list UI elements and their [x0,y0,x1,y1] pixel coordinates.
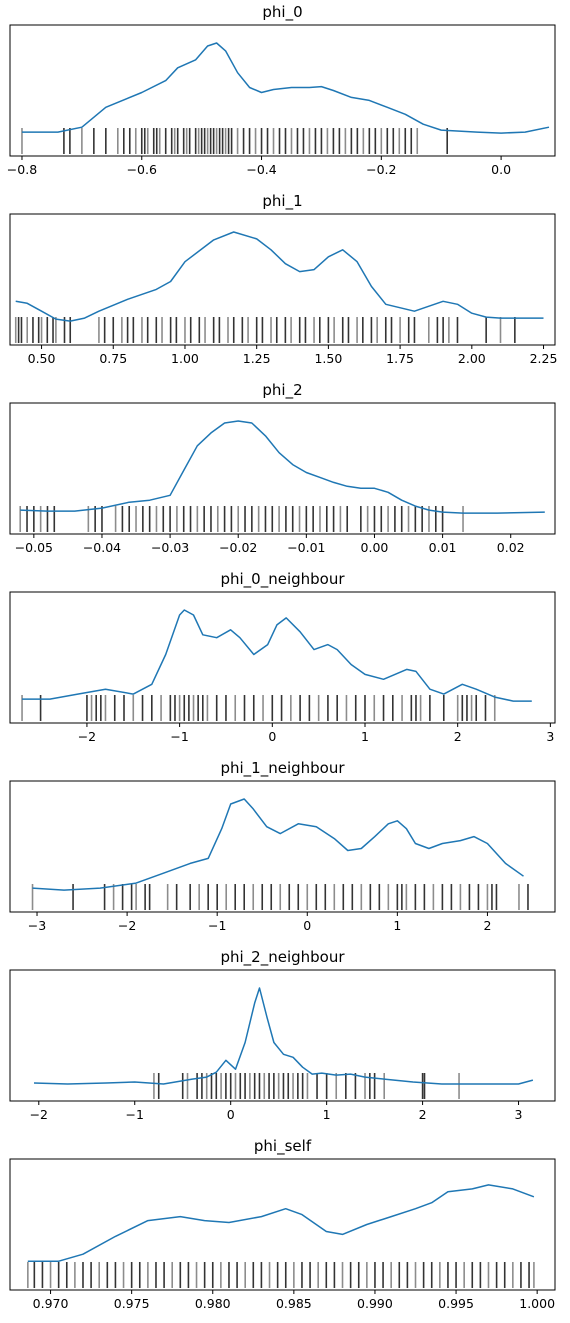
x-tick-label: −2 [118,918,136,933]
axes-frame [9,780,556,913]
density-curve [27,1184,535,1262]
x-tick-label: 3 [515,1107,523,1122]
panel-title: phi_1_neighbour [220,759,345,778]
x-tick-label: 0.985 [276,1296,312,1311]
panel-phi_2: phi_2 −0.05 −0.04 −0.03 −0.02 −0.01 0.00 0.01 0.… [9,381,556,555]
panel-title: phi_2_neighbour [220,948,345,967]
panel-title: phi_self [254,1137,312,1156]
x-tick-label: 1 [361,729,369,744]
panel-phi_2_neighbour: phi_2_neighbour −2 −1 0 1 2 3 [9,948,556,1122]
x-tick-label: 1.50 [314,351,342,366]
axes-frame [9,1158,556,1291]
x-tick-label: −0.2 [366,162,396,177]
x-tick-label: 0.980 [195,1296,231,1311]
panel-phi_self: phi_self 0.970 0.975 0.980 0.985 0.990 0.995 1.… [9,1137,556,1311]
density-curve [32,798,524,891]
x-tick-label: −0.4 [246,162,276,177]
panel-phi_0: phi_0 −0.8 −0.6 −0.4 −0.2 0.0 [7,3,556,177]
x-tick-label: −1 [208,918,226,933]
x-tick-label: −1 [170,729,188,744]
density-curve [33,987,534,1085]
x-tick-label: 0.970 [33,1296,69,1311]
x-tick-label: 0.995 [438,1296,474,1311]
x-tick-label: 2 [454,729,462,744]
x-tick-label: 0.990 [357,1296,393,1311]
x-tick-label: 0.00 [361,540,389,555]
axes-frame [9,969,556,1102]
x-tick-label: −0.6 [127,162,157,177]
density-curve [15,231,544,322]
x-tick-label: −0.02 [219,540,257,555]
panel-title: phi_1 [262,192,302,211]
panel-phi_0_neighbour: phi_0_neighbour −2 −1 0 1 2 3 [9,570,556,744]
x-tick-label: −2 [78,729,96,744]
x-tick-label: 2.25 [530,351,558,366]
x-tick-label: −0.01 [287,540,325,555]
axes-frame [9,402,556,535]
x-tick-label: 0 [227,1107,235,1122]
x-tick-label: −3 [28,918,46,933]
density-curve [20,420,545,514]
x-tick-label: 0.01 [429,540,457,555]
panel-title: phi_0_neighbour [220,570,345,589]
x-tick-label: 1 [323,1107,331,1122]
axes-frame [9,591,556,724]
x-tick-label: 3 [546,729,554,744]
x-tick-label: 1.75 [386,351,414,366]
axes-frame [9,213,556,346]
x-tick-label: 2 [483,918,491,933]
panel-phi_1_neighbour: phi_1_neighbour −3 −2 −1 0 1 2 [9,759,556,933]
x-tick-label: 0.02 [497,540,525,555]
x-tick-label: −0.05 [15,540,53,555]
x-tick-label: −0.04 [83,540,121,555]
x-tick-label: 0.0 [491,162,511,177]
x-tick-label: 1.00 [171,351,199,366]
x-tick-label: −1 [126,1107,144,1122]
x-tick-label: 1.000 [519,1296,555,1311]
x-tick-label: 0.50 [28,351,56,366]
x-tick-label: −2 [30,1107,48,1122]
x-tick-label: −0.8 [7,162,37,177]
x-tick-label: 0.975 [114,1296,150,1311]
panel-phi_1: phi_1 0.50 0.75 1.00 1.25 1.50 1.75 2.00 2.25 [9,192,558,366]
x-tick-label: 2.00 [458,351,486,366]
axes-frame [9,24,556,157]
x-tick-label: 1 [393,918,401,933]
panel-title: phi_2 [262,381,302,400]
x-tick-label: 0 [268,729,276,744]
x-tick-label: −0.03 [151,540,189,555]
x-tick-label: 0.75 [99,351,127,366]
x-tick-label: 2 [419,1107,427,1122]
x-tick-label: 0 [303,918,311,933]
x-tick-label: 1.25 [243,351,271,366]
panel-title: phi_0 [262,3,302,22]
density-curve [22,42,550,134]
density-curve [22,609,532,702]
